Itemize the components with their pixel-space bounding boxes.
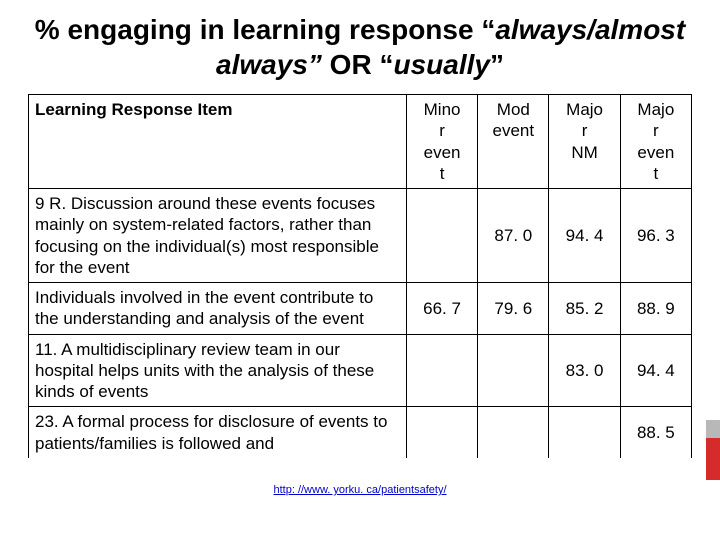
item-cell: 23. A formal process for disclosure of e…	[29, 407, 407, 458]
header-minor-event: Minorevent	[406, 95, 477, 189]
table-row: 23. A formal process for disclosure of e…	[29, 407, 692, 458]
value-cell: 87. 0	[478, 189, 549, 283]
slide-title: % engaging in learning response “always/…	[28, 12, 692, 82]
side-decoration	[706, 420, 720, 480]
title-prefix: % engaging in learning response “	[35, 14, 496, 45]
title-suffix: ”	[490, 49, 504, 80]
value-cell	[478, 407, 549, 458]
value-cell: 79. 6	[478, 283, 549, 335]
slide-container: % engaging in learning response “always/…	[0, 0, 720, 540]
value-cell	[406, 407, 477, 458]
value-cell: 94. 4	[549, 189, 620, 283]
table-row: Individuals involved in the event contri…	[29, 283, 692, 335]
value-cell: 85. 2	[549, 283, 620, 335]
value-cell: 66. 7	[406, 283, 477, 335]
header-item: Learning Response Item	[29, 95, 407, 189]
value-cell	[406, 334, 477, 407]
value-cell: 94. 4	[620, 334, 691, 407]
item-cell: 11. A multidisciplinary review team in o…	[29, 334, 407, 407]
value-cell: 96. 3	[620, 189, 691, 283]
value-cell: 88. 5	[620, 407, 691, 458]
item-cell: Individuals involved in the event contri…	[29, 283, 407, 335]
footer-link-area: http: //www. yorku. ca/patientsafety/	[0, 484, 720, 496]
value-cell	[549, 407, 620, 458]
value-cell: 88. 9	[620, 283, 691, 335]
value-cell	[478, 334, 549, 407]
value-cell: 83. 0	[549, 334, 620, 407]
value-cell	[406, 189, 477, 283]
title-italic-2: usually	[393, 49, 489, 80]
title-mid: OR “	[322, 49, 394, 80]
header-major-event: Majorevent	[620, 95, 691, 189]
table-row: 11. A multidisciplinary review team in o…	[29, 334, 692, 407]
item-cell: 9 R. Discussion around these events focu…	[29, 189, 407, 283]
table-row: 9 R. Discussion around these events focu…	[29, 189, 692, 283]
header-major-nm: MajorNM	[549, 95, 620, 189]
header-mod-event: Modevent	[478, 95, 549, 189]
side-gray-block	[706, 420, 720, 438]
table-header-row: Learning Response Item Minorevent Modeve…	[29, 95, 692, 189]
footer-url-link[interactable]: http: //www. yorku. ca/patientsafety/	[273, 484, 446, 496]
side-red-block	[706, 438, 720, 480]
learning-response-table: Learning Response Item Minorevent Modeve…	[28, 94, 692, 458]
